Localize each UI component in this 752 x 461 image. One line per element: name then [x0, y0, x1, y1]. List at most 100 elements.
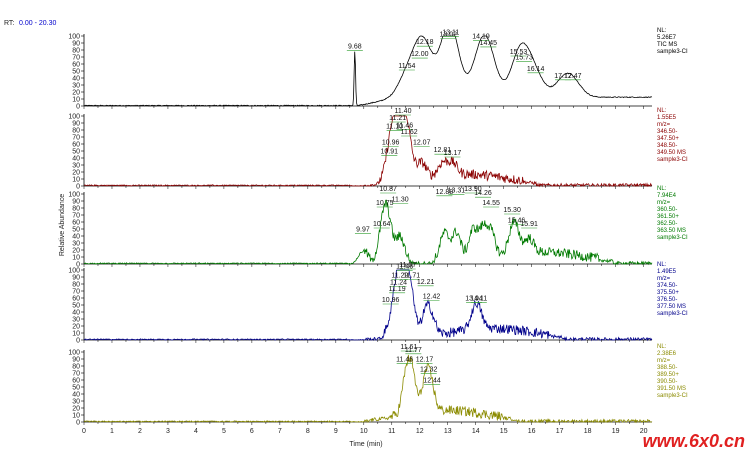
peak-label: 11.46	[396, 263, 413, 270]
y-tick-label: 40	[72, 310, 80, 317]
panel-info-line: 390.50-	[657, 379, 677, 385]
panel-info-line: 2.38E6	[657, 351, 677, 357]
peak-label: 17.47	[564, 73, 582, 80]
x-tick-label: 0	[82, 428, 86, 435]
y-tick-label: 100	[68, 34, 80, 41]
panel-info-line: sample3-CI	[657, 235, 688, 241]
x-tick-label: 13	[444, 428, 452, 435]
panel-info-line: sample3-CI	[657, 49, 688, 55]
y-tick-label: 50	[72, 149, 80, 156]
peak-label: 11.46	[396, 357, 413, 364]
x-tick-label: 4	[194, 428, 198, 435]
peak-label: 12.32	[420, 366, 438, 373]
x-tick-label: 15	[500, 428, 508, 435]
x-tick-label: 2	[138, 428, 142, 435]
panel-info-line: m/z=	[657, 122, 671, 128]
peak-label: 11.77	[405, 347, 422, 354]
y-tick-label: 50	[72, 227, 80, 234]
y-tick-label: 20	[72, 170, 80, 177]
peak-label: 11.46	[396, 123, 413, 130]
peak-label: 11.61	[400, 344, 417, 351]
peak-label: 11.71	[403, 273, 420, 280]
panel-info-line: NL:	[657, 108, 667, 114]
chromatogram-panel: 010203040506070809010010.9110.9611.1011.…	[68, 108, 688, 191]
y-tick-label: 40	[72, 156, 80, 163]
peak-label: 13.17	[444, 150, 462, 157]
panel-info-line: 347.50+	[657, 136, 679, 142]
panel-info-line: 346.50-	[657, 129, 677, 135]
rt-prefix: RT:	[4, 20, 14, 27]
x-tick-label: 5	[222, 428, 226, 435]
y-tick-label: 70	[72, 135, 80, 142]
y-tick-label: 40	[72, 76, 80, 83]
y-tick-label: 100	[68, 114, 80, 121]
panel-info-line: 360.50-	[657, 207, 677, 213]
peak-label: 17.12	[554, 73, 572, 80]
y-tick-label: 80	[72, 128, 80, 135]
peak-label: 12.07	[413, 140, 431, 147]
trace-line	[83, 269, 653, 342]
peak-label: 10.91	[380, 149, 398, 156]
y-tick-label: 0	[76, 262, 80, 269]
y-tick-label: 40	[72, 392, 80, 399]
panel-info-line: m/z=	[657, 200, 671, 206]
panel-info-line: 1.49E5	[657, 269, 677, 275]
trace-line	[83, 115, 653, 188]
panel-info-line: sample3-CI	[657, 157, 688, 163]
y-tick-label: 30	[72, 163, 80, 170]
y-tick-label: 60	[72, 220, 80, 227]
x-tick-label: 14	[472, 428, 480, 435]
y-tick-label: 30	[72, 83, 80, 90]
panel-info-line: NL:	[657, 344, 667, 350]
peak-label: 11.29	[391, 273, 408, 280]
panel-info-line: 388.50-	[657, 365, 677, 371]
y-tick-label: 30	[72, 399, 80, 406]
y-tick-label: 0	[76, 184, 80, 191]
y-tick-label: 70	[72, 213, 80, 220]
panel-info-line: m/z=	[657, 358, 671, 364]
x-tick-label: 7	[278, 428, 282, 435]
peak-label: 14.19	[472, 34, 490, 41]
peak-label: 12.44	[423, 378, 441, 385]
y-tick-label: 100	[68, 350, 80, 357]
y-tick-label: 70	[72, 289, 80, 296]
x-tick-label: 18	[584, 428, 592, 435]
peak-label: 11.40	[394, 108, 411, 115]
panel-info-line: sample3-CI	[657, 393, 688, 399]
y-tick-label: 60	[72, 296, 80, 303]
x-tick-label: 17	[556, 428, 564, 435]
chromatogram-panel: 01020304050607080901009.9710.6410.7510.8…	[68, 186, 688, 269]
y-tick-label: 90	[72, 275, 80, 282]
peak-label: 13.90	[464, 186, 482, 193]
y-tick-label: 80	[72, 206, 80, 213]
peak-label: 12.18	[416, 39, 434, 46]
panel-info-line: 361.50+	[657, 214, 679, 220]
peak-label: 11.24	[390, 280, 407, 287]
panel-info-line: 7.94E4	[657, 193, 677, 199]
x-tick-label: 16	[528, 428, 536, 435]
panel-info-line: 375.50+	[657, 290, 679, 296]
y-tick-label: 30	[72, 241, 80, 248]
peak-label: 14.11	[470, 296, 487, 303]
y-tick-label: 70	[72, 371, 80, 378]
y-tick-label: 50	[72, 69, 80, 76]
trace-line	[83, 35, 653, 107]
y-tick-label: 80	[72, 282, 80, 289]
y-tick-label: 20	[72, 406, 80, 413]
peak-label: 15.46	[508, 218, 526, 225]
x-tick-label: 20	[640, 428, 648, 435]
peak-label: 11.19	[389, 286, 406, 293]
panel-info-line: 374.50-	[657, 283, 677, 289]
panel-info-line: 376.50-	[657, 297, 677, 303]
panel-info-line: NL:	[657, 262, 667, 268]
y-tick-label: 10	[72, 413, 80, 420]
x-tick-label: 12	[416, 428, 424, 435]
peak-label: 15.73	[515, 55, 533, 62]
y-tick-label: 20	[72, 90, 80, 97]
peak-label: 10.64	[373, 221, 391, 228]
peak-label: 10.75	[376, 200, 394, 207]
peak-label: 14.26	[474, 190, 492, 197]
y-tick-label: 60	[72, 142, 80, 149]
y-tick-label: 10	[72, 331, 80, 338]
